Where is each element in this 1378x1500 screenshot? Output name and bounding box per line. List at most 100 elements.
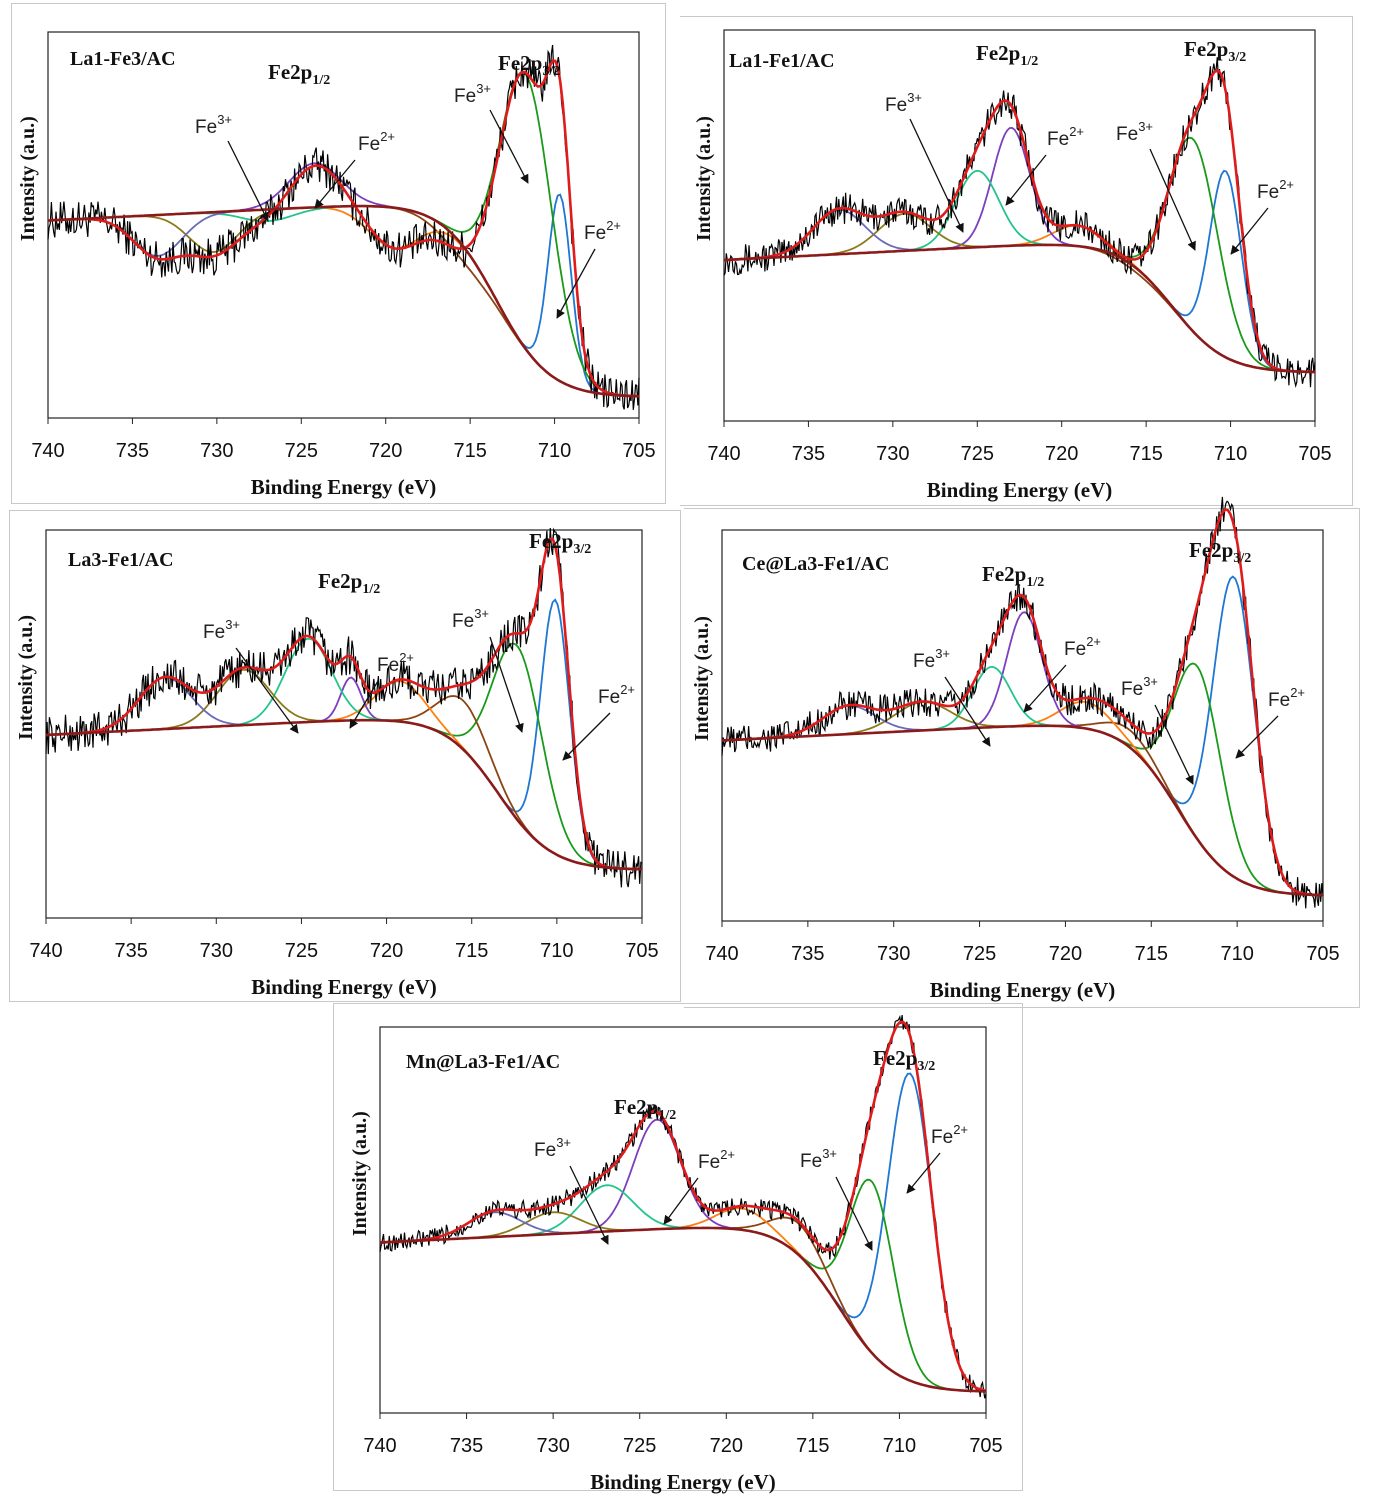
ion-label: Fe2+ (1257, 177, 1294, 203)
x-tick-label: 710 (538, 440, 571, 462)
annotation-arrow (1023, 664, 1067, 713)
ion-label: Fe2+ (377, 650, 414, 676)
raw-spectrum (723, 57, 1316, 389)
peak-label-fe2p12: Fe2p1/2 (982, 562, 1044, 590)
component-peak (1094, 662, 1301, 896)
sample-label: La3-Fe1/AC (68, 549, 174, 571)
annotation-arrow (906, 1152, 941, 1194)
x-tick-label: 710 (1220, 943, 1253, 965)
fitted-envelope (47, 59, 640, 398)
annotation-arrow (489, 109, 529, 184)
annotation-arrow (1154, 704, 1194, 785)
component-peak (688, 1216, 911, 1382)
ion-label: Fe3+ (534, 1135, 571, 1161)
peak-label-fe2p32: Fe2p3/2 (1184, 37, 1246, 65)
panel-la1-fe1: 740 735 730 725 720 715 710 705 Binding Energy (… (693, 29, 1332, 502)
annotation-arrow (1230, 207, 1269, 255)
x-tick-label: 735 (450, 1435, 483, 1457)
x-tick-label: 720 (370, 940, 403, 962)
annotation-arrow (944, 676, 991, 747)
fitted-envelope (723, 69, 1315, 374)
panel-frame-1 (11, 3, 666, 504)
x-tick-label: 720 (1045, 443, 1078, 465)
annotation-arrow (556, 248, 596, 319)
plot-frame (379, 1026, 987, 1414)
sample-label: Mn@La3-Fe1/AC (406, 1051, 560, 1073)
ion-label: Fe2+ (598, 682, 635, 708)
peak-label-fe2p32: Fe2p3/2 (873, 1046, 935, 1074)
component-peak (947, 611, 1101, 733)
peak-label-fe2p12: Fe2p1/2 (318, 569, 380, 597)
annotation-arrow (227, 140, 269, 222)
panel-ce-la3-fe1: 740 735 730 725 720 715 710 705 Binding Energy (… (691, 496, 1340, 1002)
ion-label: Fe3+ (800, 1146, 837, 1172)
x-tick-label: 725 (961, 443, 994, 465)
ion-label: Fe2+ (1047, 124, 1084, 150)
background-line (721, 724, 1324, 897)
background-line (723, 243, 1315, 374)
x-tick-label: 710 (540, 940, 573, 962)
x-tick-label: 705 (625, 940, 658, 962)
y-axis-label: Intensity (a.u.) (17, 116, 39, 241)
annotation-arrow (835, 1176, 873, 1251)
ion-label: Fe2+ (1064, 634, 1101, 660)
panel-frame-3 (9, 510, 681, 1002)
annotation-arrow (314, 159, 356, 209)
x-tick-label: 735 (792, 443, 825, 465)
x-axis-label: Binding Energy (eV) (251, 475, 437, 499)
ion-label: Fe3+ (1121, 674, 1158, 700)
ion-label: Fe2+ (698, 1147, 735, 1173)
raw-spectrum (47, 44, 640, 410)
x-tick-label: 730 (200, 440, 233, 462)
annotation-arrow (562, 712, 611, 761)
annotation-arrow (909, 118, 964, 233)
component-peak (291, 680, 509, 808)
y-axis-label: Intensity (a.u.) (691, 616, 713, 741)
annotation-arrow (349, 680, 379, 729)
x-tick-label: 725 (963, 943, 996, 965)
x-tick-label: 710 (1214, 443, 1247, 465)
annotation-arrow (1005, 154, 1047, 206)
panel-frame-2 (680, 16, 1353, 506)
component-peak (1029, 244, 1244, 366)
ion-label: Fe3+ (885, 90, 922, 116)
background-line (45, 718, 642, 871)
x-tick-label: 725 (623, 1435, 656, 1457)
x-tick-label: 740 (705, 943, 738, 965)
peak-label-fe2p32: Fe2p3/2 (1189, 538, 1251, 566)
x-tick-label: 720 (710, 1435, 743, 1457)
y-axis-label: Intensity (a.u.) (693, 116, 715, 241)
x-tick-label: 735 (791, 943, 824, 965)
fitted-envelope (379, 1020, 987, 1392)
background-line (379, 1226, 987, 1393)
peak-label-fe2p12: Fe2p1/2 (976, 41, 1038, 69)
plot-frame (45, 529, 643, 919)
x-tick-label: 705 (622, 440, 655, 462)
ion-label: Fe3+ (452, 606, 489, 632)
y-axis-label: Intensity (a.u.) (15, 615, 37, 740)
x-tick-label: 735 (116, 440, 149, 462)
annotation-arrow (663, 1177, 699, 1225)
x-tick-label: 705 (1298, 443, 1331, 465)
ion-label: Fe3+ (454, 81, 491, 107)
background-line (47, 204, 640, 398)
x-axis-label: Binding Energy (eV) (590, 1470, 776, 1494)
x-tick-label: 730 (876, 443, 909, 465)
annotation-arrow (235, 647, 299, 734)
x-tick-label: 730 (877, 943, 910, 965)
x-tick-label: 740 (29, 940, 62, 962)
ion-label: Fe2+ (584, 218, 621, 244)
x-axis-label: Binding Energy (eV) (930, 978, 1116, 1002)
x-tick-label: 710 (883, 1435, 916, 1457)
fitted-envelope (45, 537, 642, 871)
x-tick-label: 730 (536, 1435, 569, 1457)
component-peak (554, 1118, 762, 1235)
peak-label-fe2p32: Fe2p3/2 (498, 51, 560, 79)
annotation-arrow (569, 1165, 609, 1245)
x-tick-label: 720 (1049, 943, 1082, 965)
x-tick-label: 725 (285, 940, 318, 962)
ion-label: Fe3+ (1116, 119, 1153, 145)
ion-label: Fe3+ (203, 617, 240, 643)
panel-mn-la3-fe1: 740 735 730 725 720 715 710 705 Binding Energy (… (349, 1014, 1003, 1494)
